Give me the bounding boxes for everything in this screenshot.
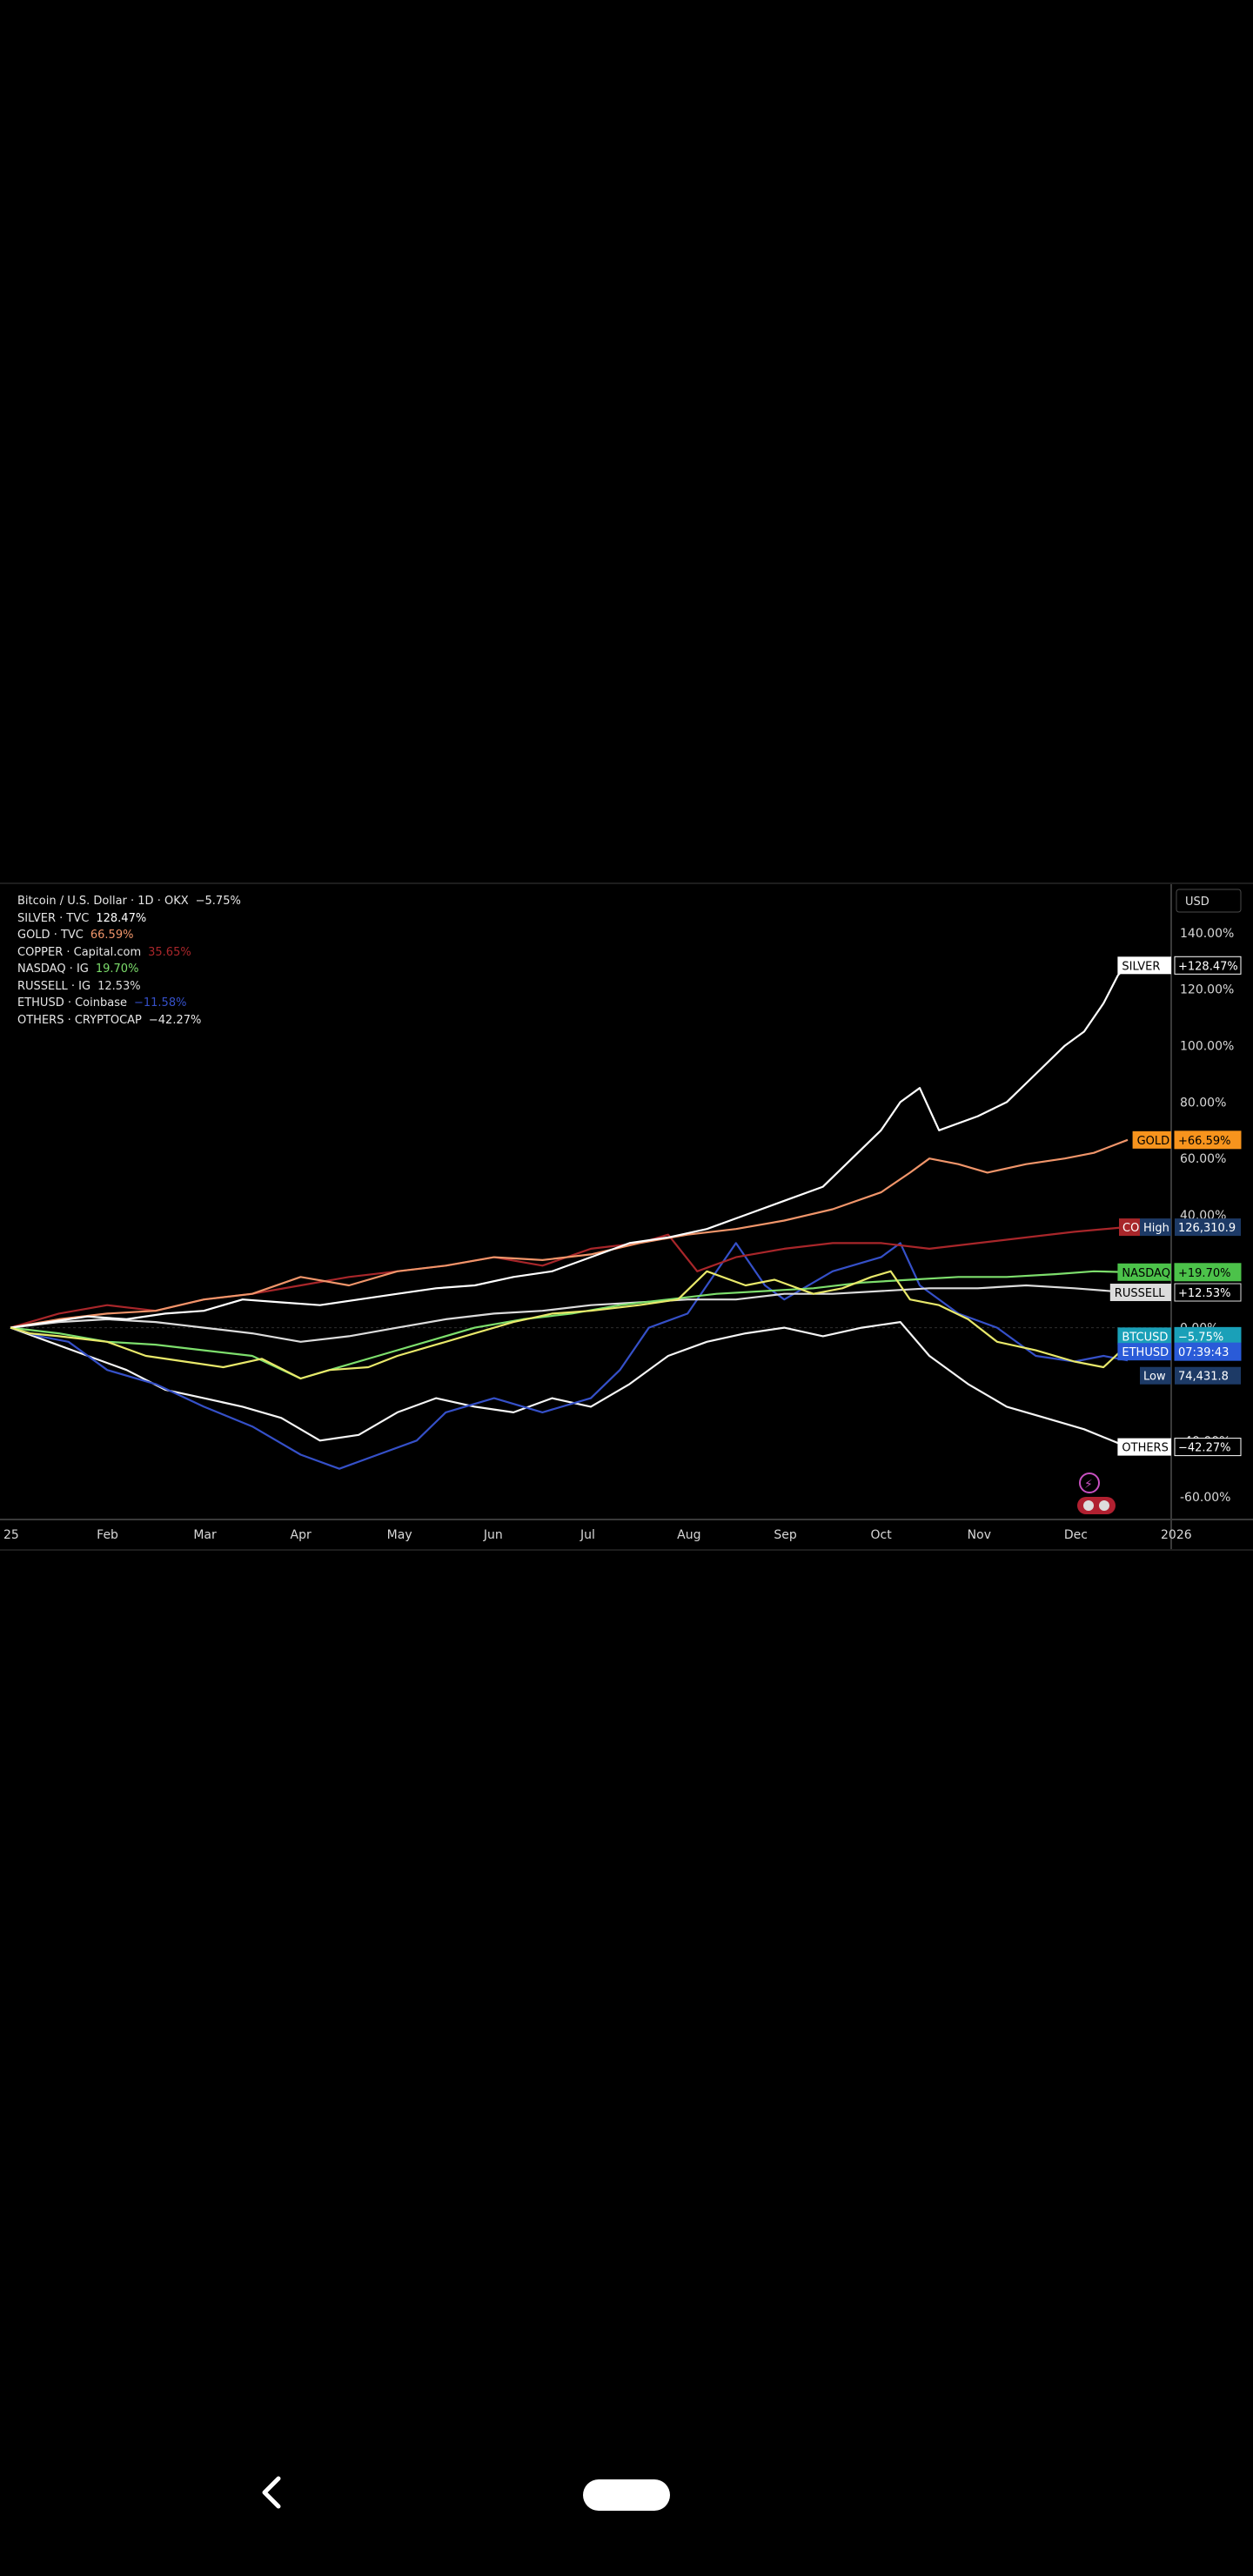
legend: Bitcoin / U.S. Dollar · 1D · OKX −5.75% SI… [17,893,241,1029]
y-tick-label: -60.00% [1180,1491,1230,1505]
legend-value: 35.65% [148,945,191,959]
currency-button [1176,889,1242,913]
svg-text:High: High [1143,1222,1169,1235]
price-tag: RUSSELL +12.53% [1109,1283,1242,1302]
legend-name: ETHUSD · Coinbase [17,996,127,1010]
series-line-gold [10,1138,1129,1329]
x-tick-label: May [387,1528,412,1542]
x-tick-label: Oct [871,1528,893,1542]
legend-entry-copper[interactable]: COPPER · Capital.com 35.65% [17,944,241,962]
y-tick-label: 60.00% [1180,1152,1226,1166]
series-line-btc [10,1270,1129,1380]
price-tag: SILVER +128.47% [1117,956,1242,975]
y-tick-label: 140.00% [1180,927,1234,941]
legend-name: COPPER · Capital.com [17,945,142,959]
price-tag: Low 74,431.8 [1140,1366,1241,1385]
svg-text:BTCUSD: BTCUSD [1122,1331,1168,1344]
price-tag: GOLD +66.59% [1132,1130,1242,1150]
x-tick-label: Sep [774,1528,797,1542]
svg-text:+128.47%: +128.47% [1178,960,1238,973]
price-tag: CO [1119,1218,1140,1237]
svg-text:126,310.9: 126,310.9 [1178,1222,1236,1235]
legend-entry-others[interactable]: OTHERS · CRYPTOCAP −42.27% [17,1012,241,1030]
svg-text:+66.59%: +66.59% [1178,1135,1230,1148]
legend-entry-gold[interactable]: GOLD · TVC 66.59% [17,927,241,944]
price-tag: ETHUSD 07:39:43 [1117,1342,1242,1361]
legend-value: −42.27% [148,1013,202,1027]
x-tick-label: Jul [580,1528,595,1542]
flag-eu-icon [1099,1500,1109,1511]
legend-value: 128.47% [96,911,147,925]
legend-value: 19.70% [95,963,139,976]
y-tick-label: 80.00% [1180,1096,1226,1110]
y-tick-label: 100.00% [1180,1040,1234,1054]
legend-entry-nasdaq[interactable]: NASDAQ · IG 19.70% [17,961,241,978]
legend-name: Bitcoin / U.S. Dollar · 1D · OKX [17,895,189,908]
legend-entry-russell[interactable]: RUSSELL · IG 12.53% [17,978,241,996]
svg-text:+12.53%: +12.53% [1178,1287,1230,1300]
svg-text:NASDAQ: NASDAQ [1122,1267,1170,1280]
svg-text:−42.27%: −42.27% [1178,1442,1230,1455]
lightning-icon [1079,1472,1100,1493]
series-line-eth [10,1242,1129,1470]
x-tick-label: Jun [483,1528,503,1542]
chevron-left-icon [262,2476,281,2509]
legend-value: −5.75% [195,895,241,908]
price-tag: OTHERS −42.27% [1117,1438,1242,1457]
price-tag: BTCUSD −5.75% [1117,1326,1242,1345]
x-tick-label: Dec [1064,1528,1088,1542]
legend-value: 12.53% [97,979,141,993]
x-tick-label: Apr [291,1528,312,1542]
series-line-russell [10,1284,1129,1343]
svg-text:CO: CO [1122,1222,1139,1235]
legend-value: −11.58% [133,996,187,1010]
svg-text:SILVER: SILVER [1122,960,1160,973]
legend-value: 66.59% [90,929,134,942]
chart-frame: USD 140.00% 120.00% 100.00% 80.00% 60.00% 40.0… [0,882,1253,1551]
price-tag: NASDAQ +19.70% [1117,1263,1242,1282]
series-line-others [10,1321,1129,1448]
back-button[interactable] [252,2472,294,2513]
x-tick-label: Feb [97,1528,118,1542]
x-tick-label: Aug [677,1528,700,1542]
price-tag: High 126,310.9 [1140,1218,1241,1237]
navigation-bar [0,2454,1253,2550]
y-tick-label: 120.00% [1180,983,1234,997]
x-tick-label: 2026 [1161,1528,1192,1542]
svg-text:Low: Low [1143,1371,1166,1384]
legend-name: GOLD · TVC [17,929,84,942]
svg-text:−5.75%: −5.75% [1178,1331,1223,1344]
legend-name: RUSSELL · IG [17,979,91,993]
x-tick-label: 25 [3,1528,19,1542]
svg-text:OTHERS: OTHERS [1122,1442,1168,1455]
svg-text:RUSSELL: RUSSELL [1115,1287,1166,1300]
legend-entry-eth[interactable]: ETHUSD · Coinbase −11.58% [17,995,241,1012]
legend-name: SILVER · TVC [17,911,90,925]
legend-entry-btc[interactable]: Bitcoin / U.S. Dollar · 1D · OKX −5.75% [17,893,241,910]
legend-name: OTHERS · CRYPTOCAP [17,1013,142,1027]
svg-text:ETHUSD: ETHUSD [1122,1346,1169,1359]
svg-text:07:39:43: 07:39:43 [1178,1346,1229,1359]
series-line-silver [10,964,1129,1329]
x-tick-label: Mar [193,1528,217,1542]
x-tick-label: Nov [968,1528,991,1542]
flags-icon [1077,1497,1116,1514]
home-pill-button[interactable] [583,2479,670,2511]
line-chart: USD140.00%120.00%100.00%80.00%60.00%40.0… [0,884,1253,1549]
svg-text:74,431.8: 74,431.8 [1178,1371,1229,1384]
currency-button-label: USD [1185,896,1209,909]
series-line-nasdaq [10,1270,1129,1380]
svg-text:+19.70%: +19.70% [1178,1267,1230,1280]
svg-text:GOLD: GOLD [1137,1135,1170,1148]
flag-us-icon [1083,1500,1094,1511]
lightning-icon-glyph: ⚡ [1084,1478,1093,1492]
legend-entry-silver[interactable]: SILVER · TVC 128.47% [17,910,241,928]
legend-name: NASDAQ · IG [17,963,89,976]
